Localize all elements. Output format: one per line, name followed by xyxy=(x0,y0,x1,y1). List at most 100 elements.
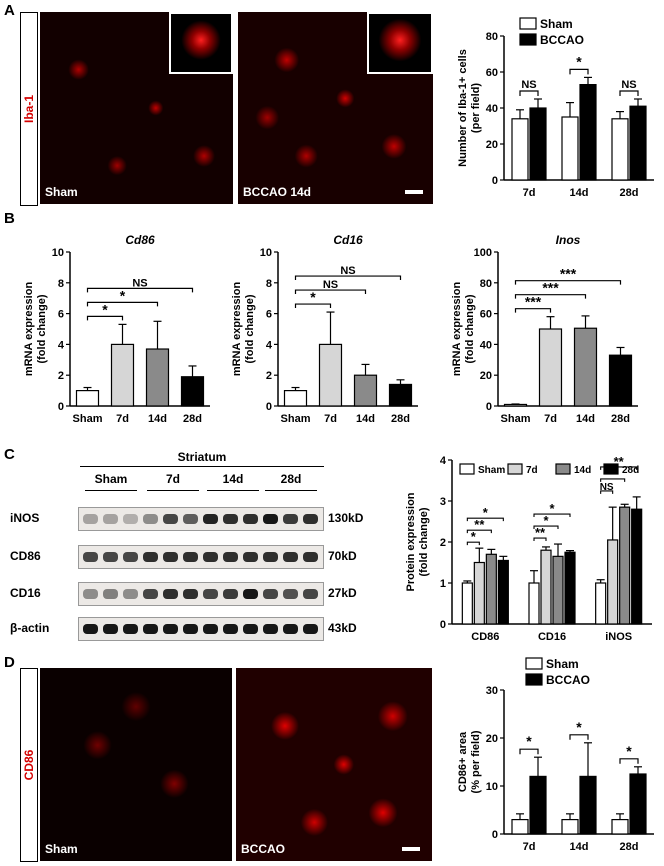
bar xyxy=(579,775,597,835)
significance-label: * xyxy=(483,505,489,520)
y-axis-label-line: mRNA expression xyxy=(23,282,35,377)
legend-swatch xyxy=(519,17,537,30)
y-tick-label: 4 xyxy=(58,339,65,351)
y-axis-label-line: CD86+ area xyxy=(457,731,469,792)
significance-bracket xyxy=(519,90,539,96)
blot-protein-label: CD16 xyxy=(10,586,41,600)
significance-label: ** xyxy=(474,517,485,532)
bar xyxy=(561,116,579,181)
y-tick-label: 2 xyxy=(440,537,446,549)
x-tick-label: 28d xyxy=(611,413,630,425)
blot-band xyxy=(203,552,218,562)
bar xyxy=(579,83,597,181)
significance-bracket xyxy=(619,758,639,764)
significance-bracket xyxy=(600,466,638,470)
blot-band xyxy=(223,624,238,634)
bar xyxy=(283,390,308,407)
y-tick-label: 100 xyxy=(474,247,492,259)
inset-iba1-bccao xyxy=(367,12,433,74)
bar xyxy=(552,555,564,625)
blot-region-line xyxy=(80,466,324,467)
legend-swatch xyxy=(603,463,619,475)
significance-bracket xyxy=(569,68,589,75)
legend-label: 14d xyxy=(574,465,591,476)
legend-swatch xyxy=(459,463,475,475)
blot-band xyxy=(223,552,238,562)
significance-label: * xyxy=(526,733,532,749)
significance-label: ** xyxy=(608,466,619,481)
significance-bracket xyxy=(619,90,639,96)
bar xyxy=(353,374,378,407)
x-tick-label: 28d xyxy=(183,413,202,425)
significance-label: NS xyxy=(521,79,536,91)
significance-label: ** xyxy=(614,454,625,469)
blot-band xyxy=(163,514,178,524)
blot-strip xyxy=(78,582,324,606)
y-tick-label: 2 xyxy=(58,370,64,382)
legend-swatch xyxy=(555,463,571,475)
significance-bracket xyxy=(466,529,492,534)
bar xyxy=(629,105,647,181)
legend-label: BCCAO xyxy=(540,33,584,47)
x-tick-label: Sham xyxy=(73,413,103,425)
blot-band xyxy=(103,552,118,562)
blot-band xyxy=(263,624,278,634)
y-tick-label: 0 xyxy=(486,401,492,413)
significance-label: ** xyxy=(535,525,546,540)
y-tick-label: 0 xyxy=(266,401,272,413)
micrograph-label-sham: Sham xyxy=(45,185,78,199)
bar xyxy=(629,773,647,835)
y-tick-label: 40 xyxy=(480,339,492,351)
x-tick-label: 14d xyxy=(356,413,375,425)
bar xyxy=(180,376,205,407)
blot-protein-label: CD86 xyxy=(10,549,41,563)
blot-band xyxy=(123,589,138,599)
bar xyxy=(497,559,509,625)
x-tick-label: 14d xyxy=(570,187,589,199)
bar xyxy=(318,343,343,407)
x-tick-label: CD16 xyxy=(538,631,566,643)
y-tick-label: 80 xyxy=(480,278,492,290)
bar xyxy=(631,508,643,625)
micrograph-cd86-bccao: BCCAO xyxy=(236,668,432,861)
cd86-stain-label-box: CD86 xyxy=(20,668,38,862)
y-axis-label-line: mRNA expression xyxy=(451,282,463,377)
significance-bracket xyxy=(294,289,367,295)
blot-group-label: Sham xyxy=(94,472,128,486)
micrograph-label-bccao-14d: BCCAO 14d xyxy=(243,185,312,199)
blot-band xyxy=(83,514,98,524)
iba1-stain-label: Iba-1 xyxy=(22,94,36,124)
significance-label: NS xyxy=(323,279,338,291)
significance-label: * xyxy=(310,289,316,305)
bar xyxy=(511,819,529,835)
significance-label: * xyxy=(102,301,108,317)
blot-band xyxy=(143,589,158,599)
significance-bracket xyxy=(533,513,571,518)
iba1-stain-label-box: Iba-1 xyxy=(20,12,38,206)
blot-band xyxy=(143,624,158,634)
bar xyxy=(145,348,170,407)
y-tick-label: 60 xyxy=(486,67,498,79)
panel-letter-d: D xyxy=(4,654,15,671)
chart-cd86-mrna: mRNA expression(fold change) Cd86 0 2 4 6 8 10 S… xyxy=(23,233,210,425)
blot-band xyxy=(203,589,218,599)
bar xyxy=(540,549,552,625)
significance-label: * xyxy=(471,529,477,544)
y-axis-label: Number of Iba-1+ cells(per field) xyxy=(457,49,482,167)
bar xyxy=(529,107,547,181)
blot-band xyxy=(203,624,218,634)
blot-band xyxy=(83,589,98,599)
y-axis-label-line: (fold change) xyxy=(244,294,256,363)
chart-cd86-area: CD86+ area(% per field) 0 10 20 30 7d 14d 28d Sh… xyxy=(457,657,654,853)
y-tick-label: 0 xyxy=(492,175,498,187)
blot-band xyxy=(143,552,158,562)
y-axis-label-line: (fold change) xyxy=(464,294,476,363)
significance-bracket xyxy=(466,541,480,546)
chart-inos-mrna: mRNA expression(fold change) Inos 0 20 40 60 8… xyxy=(451,233,638,425)
x-tick-label: 7d xyxy=(544,413,557,425)
y-tick-label: 20 xyxy=(486,733,498,745)
blot-group-underline xyxy=(85,490,137,491)
blot-band xyxy=(163,589,178,599)
y-axis-label-line: (fold change) xyxy=(36,294,48,363)
blot-band xyxy=(163,624,178,634)
